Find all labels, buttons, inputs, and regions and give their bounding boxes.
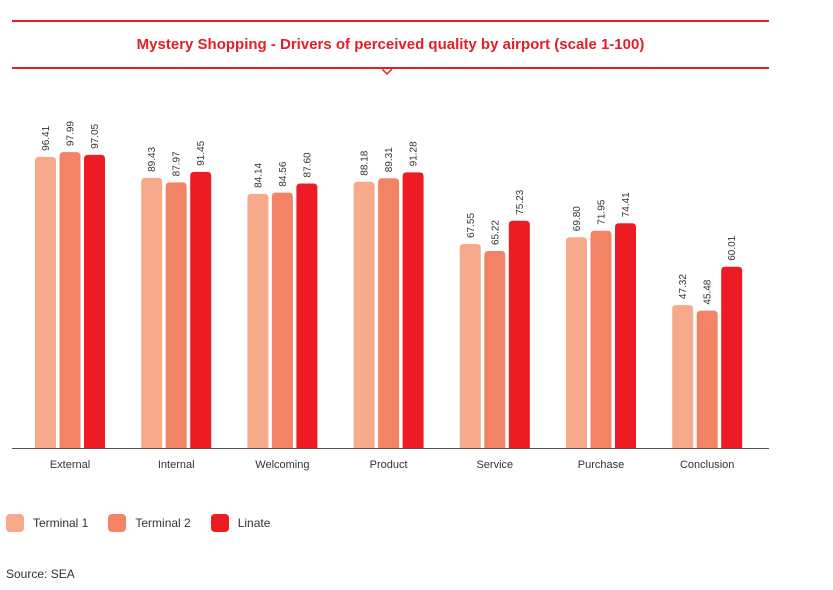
- data-label-linate-conclusion: 60.01: [727, 235, 738, 260]
- bar-terminal-2-service: [484, 251, 506, 448]
- data-label-terminal-1-external: 96.41: [41, 125, 52, 150]
- data-label-terminal-2-external: 97.99: [66, 121, 77, 146]
- bar-terminal-1-purchase: [566, 237, 587, 448]
- data-label-terminal-1-welcoming: 84.14: [253, 162, 264, 187]
- category-label-external: External: [50, 459, 90, 471]
- category-label-internal: Internal: [158, 459, 195, 471]
- bar-linate-service: [508, 220, 530, 448]
- category-label-purchase: Purchase: [578, 459, 624, 471]
- data-label-linate-welcoming: 87.60: [302, 152, 313, 177]
- data-label-terminal-1-conclusion: 47.32: [678, 274, 689, 299]
- bar-terminal-1-external: [35, 156, 56, 448]
- bar-terminal-1-service: [459, 243, 481, 448]
- bar-terminal-1-conclusion: [672, 305, 694, 448]
- data-label-terminal-2-product: 89.31: [384, 147, 395, 172]
- legend-item-terminal-2: Terminal 2: [108, 514, 191, 532]
- data-label-terminal-2-internal: 87.97: [172, 151, 183, 176]
- bar-chart: 96.41 97.99 97.05 External 89.43 87.97 91.45 In…: [12, 121, 769, 471]
- data-label-terminal-1-purchase: 69.80: [572, 206, 583, 231]
- bar-terminal-1-welcoming: [247, 193, 269, 448]
- legend-swatch-terminal-2: [108, 514, 127, 532]
- title-pointer-icon: [382, 66, 392, 76]
- bar-terminal-1-internal: [141, 177, 163, 449]
- legend-item-linate: Linate: [210, 514, 271, 532]
- data-label-terminal-2-service: 65.22: [490, 220, 501, 245]
- chart-title: Mystery Shopping - Drivers of perceived …: [136, 36, 645, 53]
- bar-terminal-2-product: [378, 178, 400, 448]
- bar-linate-conclusion: [721, 266, 743, 448]
- data-label-terminal-1-service: 67.55: [466, 213, 477, 238]
- bar-linate-purchase: [615, 223, 636, 448]
- legend-label-linate: Linate: [237, 516, 271, 530]
- bar-terminal-1-product: [353, 181, 375, 448]
- category-label-product: Product: [370, 459, 408, 471]
- title-top-rule: [12, 20, 769, 22]
- data-label-terminal-1-internal: 89.43: [147, 146, 158, 171]
- bar-linate-internal: [190, 171, 212, 449]
- legend-label-terminal-1: Terminal 1: [33, 516, 89, 530]
- data-label-linate-product: 91.28: [409, 141, 420, 166]
- legend-item-terminal-1: Terminal 1: [6, 514, 88, 532]
- bar-terminal-2-purchase: [590, 230, 612, 448]
- source-note: Source: SEA: [6, 567, 75, 581]
- data-label-linate-internal: 91.45: [196, 140, 207, 165]
- bar-terminal-2-external: [59, 152, 81, 449]
- bar-terminal-2-welcoming: [271, 192, 293, 448]
- legend-label-terminal-2: Terminal 2: [135, 516, 191, 530]
- legend-swatch-terminal-1: [6, 514, 24, 532]
- data-label-terminal-1-product: 88.18: [360, 150, 371, 175]
- legend: Terminal 1 Terminal 2 Linate: [6, 514, 290, 532]
- data-label-terminal-2-conclusion: 45.48: [703, 279, 714, 304]
- bar-linate-external: [84, 154, 105, 448]
- bar-terminal-2-internal: [165, 182, 187, 448]
- category-label-conclusion: Conclusion: [680, 459, 734, 471]
- bar-linate-product: [402, 172, 424, 448]
- data-label-terminal-2-purchase: 71.95: [597, 199, 608, 224]
- data-label-linate-external: 97.05: [90, 123, 101, 148]
- bar-terminal-2-conclusion: [696, 310, 718, 448]
- bar-linate-welcoming: [296, 183, 318, 448]
- category-label-service: Service: [476, 459, 513, 471]
- data-label-terminal-2-welcoming: 84.56: [278, 161, 289, 186]
- title-bottom-rule: [12, 67, 769, 69]
- data-label-linate-service: 75.23: [515, 189, 526, 214]
- category-label-welcoming: Welcoming: [255, 459, 309, 471]
- data-label-linate-purchase: 74.41: [621, 192, 632, 217]
- legend-swatch-linate: [210, 514, 229, 532]
